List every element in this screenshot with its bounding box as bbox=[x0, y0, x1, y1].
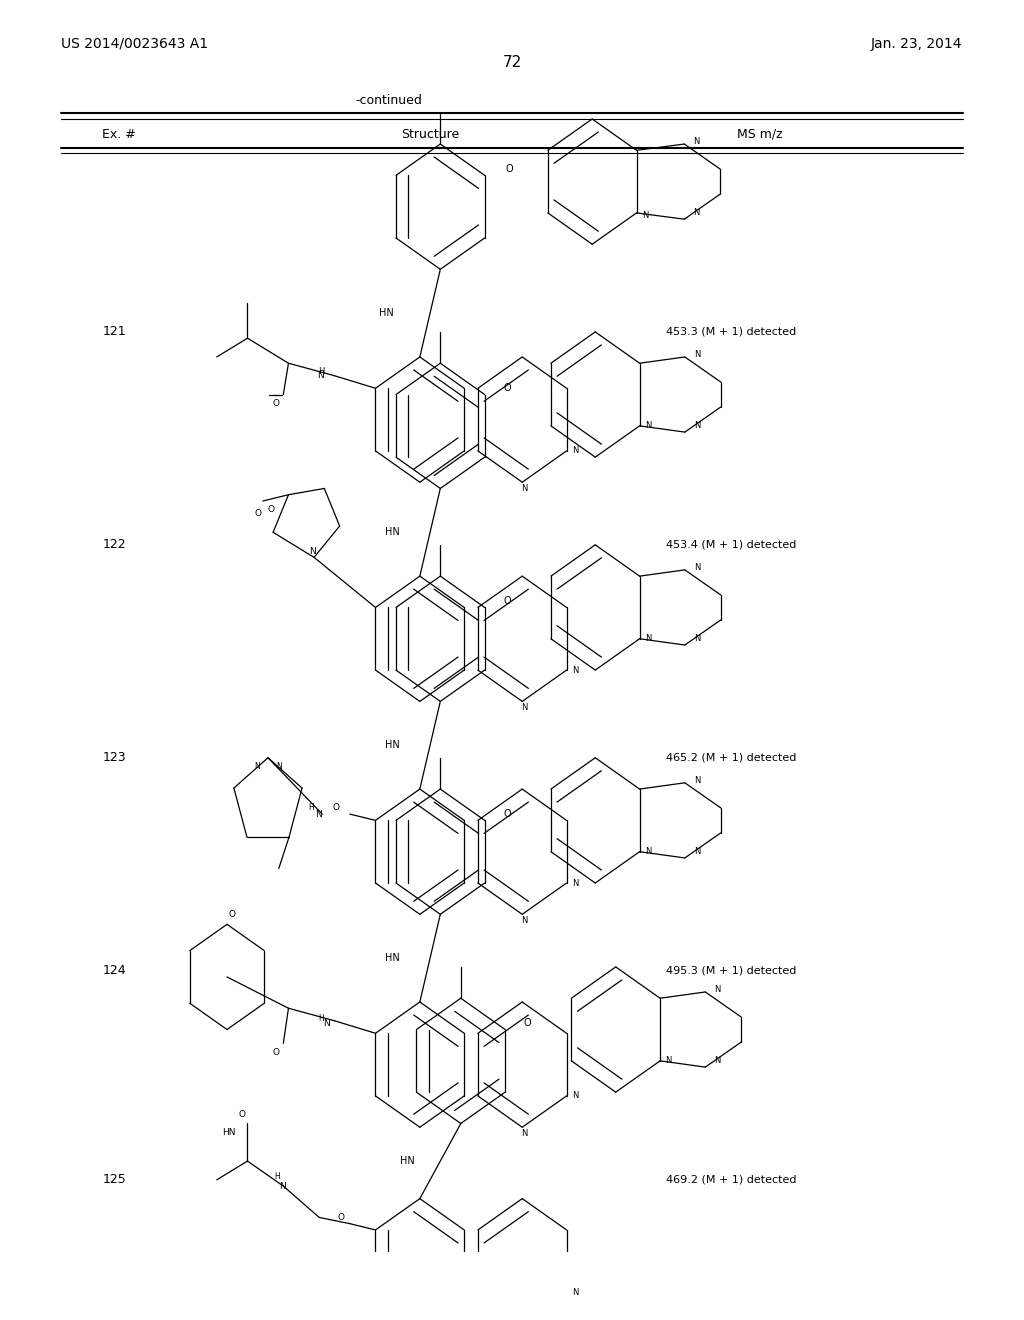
Text: 469.2 (M + 1) detected: 469.2 (M + 1) detected bbox=[666, 1175, 796, 1185]
Text: N: N bbox=[645, 635, 651, 643]
Text: HN: HN bbox=[385, 953, 399, 964]
Text: N: N bbox=[694, 562, 700, 572]
Text: N: N bbox=[521, 704, 527, 713]
Text: 122: 122 bbox=[102, 539, 126, 552]
Text: N: N bbox=[571, 446, 579, 455]
Text: US 2014/0023643 A1: US 2014/0023643 A1 bbox=[61, 37, 209, 51]
Text: N: N bbox=[571, 879, 579, 887]
Text: N: N bbox=[521, 484, 527, 492]
Text: MS m/z: MS m/z bbox=[737, 128, 783, 140]
Text: N: N bbox=[645, 847, 651, 857]
Text: O: O bbox=[254, 510, 261, 517]
Text: N: N bbox=[571, 1092, 579, 1101]
Text: Structure: Structure bbox=[401, 128, 459, 140]
Text: H: H bbox=[308, 804, 314, 812]
Text: N: N bbox=[323, 1019, 330, 1028]
Text: HN: HN bbox=[400, 1156, 415, 1166]
Text: O: O bbox=[272, 1048, 280, 1056]
Text: O: O bbox=[503, 597, 511, 606]
Text: O: O bbox=[503, 809, 511, 820]
Text: 495.3 (M + 1) detected: 495.3 (M + 1) detected bbox=[666, 966, 796, 975]
Text: HN: HN bbox=[222, 1127, 236, 1137]
Text: N: N bbox=[317, 371, 325, 380]
Text: 453.3 (M + 1) detected: 453.3 (M + 1) detected bbox=[666, 327, 796, 337]
Text: N: N bbox=[715, 1056, 721, 1065]
Text: N: N bbox=[254, 762, 260, 771]
Text: N: N bbox=[715, 985, 721, 994]
Text: HN: HN bbox=[385, 741, 399, 750]
Text: -continued: -continued bbox=[355, 94, 423, 107]
Text: Jan. 23, 2014: Jan. 23, 2014 bbox=[871, 37, 963, 51]
Text: N: N bbox=[666, 1056, 672, 1065]
Text: 125: 125 bbox=[102, 1173, 126, 1187]
Text: O: O bbox=[228, 909, 236, 919]
Text: 123: 123 bbox=[102, 751, 126, 764]
Text: N: N bbox=[275, 762, 282, 771]
Text: N: N bbox=[571, 665, 579, 675]
Text: N: N bbox=[521, 1129, 527, 1138]
Text: N: N bbox=[693, 137, 699, 147]
Text: H: H bbox=[318, 1014, 325, 1023]
Text: N: N bbox=[315, 809, 323, 818]
Text: HN: HN bbox=[380, 308, 394, 318]
Text: O: O bbox=[338, 1213, 345, 1222]
Text: 453.4 (M + 1) detected: 453.4 (M + 1) detected bbox=[666, 540, 796, 550]
Text: O: O bbox=[272, 399, 280, 408]
Text: N: N bbox=[308, 546, 315, 556]
Text: 72: 72 bbox=[503, 55, 521, 70]
Text: Ex. #: Ex. # bbox=[102, 128, 136, 140]
Text: N: N bbox=[694, 635, 700, 643]
Text: O: O bbox=[239, 1110, 246, 1119]
Text: N: N bbox=[521, 916, 527, 925]
Text: N: N bbox=[571, 1288, 579, 1298]
Text: N: N bbox=[642, 211, 648, 220]
Text: O: O bbox=[523, 1018, 531, 1028]
Text: 465.2 (M + 1) detected: 465.2 (M + 1) detected bbox=[666, 752, 796, 763]
Text: 121: 121 bbox=[102, 326, 126, 338]
Text: O: O bbox=[267, 506, 274, 515]
Text: HN: HN bbox=[385, 527, 399, 537]
Text: H: H bbox=[274, 1172, 281, 1180]
Text: O: O bbox=[333, 804, 340, 812]
Text: N: N bbox=[694, 421, 700, 430]
Text: N: N bbox=[279, 1181, 286, 1191]
Text: H: H bbox=[317, 367, 325, 376]
Text: N: N bbox=[693, 209, 699, 218]
Text: N: N bbox=[694, 847, 700, 857]
Text: O: O bbox=[505, 164, 513, 174]
Text: N: N bbox=[694, 350, 700, 359]
Text: N: N bbox=[694, 776, 700, 785]
Text: O: O bbox=[503, 383, 511, 393]
Text: N: N bbox=[645, 421, 651, 430]
Text: 124: 124 bbox=[102, 964, 126, 977]
